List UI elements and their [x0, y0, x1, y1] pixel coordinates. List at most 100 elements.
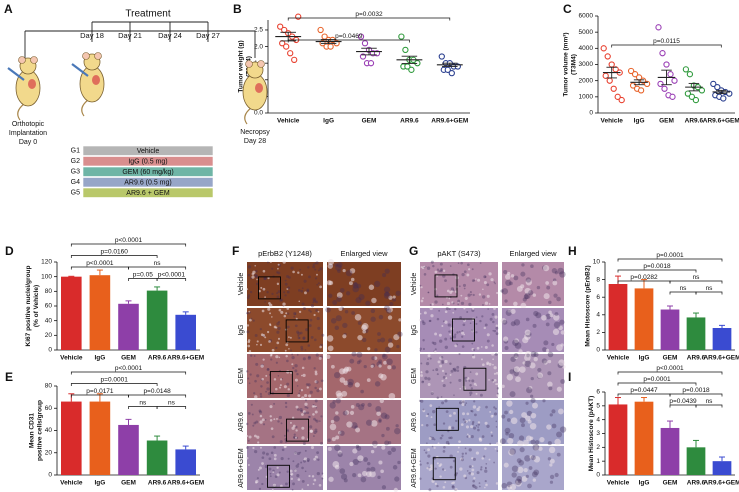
- cell: [276, 330, 280, 334]
- cell: [299, 268, 302, 271]
- cell: [514, 355, 518, 360]
- x-tick-label: AR9.6+GEM: [703, 355, 739, 362]
- cell: [458, 352, 461, 356]
- image-title: Enlarged view: [340, 249, 388, 258]
- cell: [483, 326, 486, 330]
- cell: [319, 267, 323, 271]
- cell: [461, 402, 465, 407]
- cell: [291, 426, 295, 430]
- cell: [248, 350, 252, 353]
- cell: [479, 262, 482, 264]
- cell: [456, 331, 459, 334]
- cell: [332, 299, 338, 305]
- cell: [252, 424, 255, 427]
- y-tick-label: 4: [596, 312, 600, 319]
- cell: [271, 267, 274, 270]
- cell: [382, 353, 386, 358]
- cell: [530, 376, 534, 381]
- data-point: [637, 87, 645, 94]
- cell: [312, 413, 315, 416]
- mouse-ear: [94, 52, 102, 60]
- cell: [266, 387, 270, 391]
- cell: [530, 412, 537, 419]
- cell: [465, 419, 468, 423]
- cell: [549, 413, 553, 417]
- cell: [264, 336, 267, 339]
- cell: [295, 425, 298, 429]
- cell: [271, 348, 275, 352]
- cell: [516, 475, 523, 482]
- cell: [304, 291, 307, 295]
- cell: [256, 340, 259, 343]
- cell: [357, 473, 362, 478]
- cell: [313, 430, 317, 435]
- cell: [363, 457, 368, 462]
- cell: [319, 345, 322, 349]
- cell: [315, 406, 318, 409]
- bracket: [669, 280, 723, 284]
- cell: [531, 471, 538, 478]
- micrograph: [420, 262, 498, 306]
- cell: [301, 426, 305, 430]
- cell: [392, 465, 398, 470]
- cell: [370, 364, 374, 368]
- cell: [321, 475, 324, 478]
- cell: [316, 451, 320, 455]
- cell: [449, 333, 452, 336]
- zoom-box: [432, 457, 456, 481]
- cell: [381, 485, 387, 490]
- x-tick-label: Vehicle: [60, 480, 83, 487]
- cell: [253, 434, 257, 438]
- cell: [495, 383, 498, 386]
- cell: [384, 414, 390, 420]
- cell: [294, 369, 298, 373]
- cell: [421, 380, 424, 384]
- cell: [433, 423, 437, 427]
- cell: [340, 473, 348, 480]
- cell: [294, 313, 297, 315]
- y-tick-label: 120: [41, 259, 52, 266]
- cell: [538, 446, 543, 451]
- cell: [521, 475, 528, 482]
- cell: [532, 323, 537, 328]
- cell: [425, 361, 430, 366]
- cell: [300, 347, 304, 351]
- cell: [451, 426, 455, 430]
- cell: [391, 365, 396, 370]
- cell: [464, 447, 467, 450]
- cell: [249, 318, 252, 322]
- cell: [278, 356, 281, 359]
- cell: [442, 422, 446, 425]
- p-value: ns: [693, 274, 701, 281]
- cell: [349, 268, 356, 274]
- cell: [345, 291, 351, 296]
- y-tick-label: 3: [596, 430, 600, 437]
- cell: [271, 435, 275, 439]
- cell: [286, 382, 290, 386]
- cell: [461, 273, 465, 277]
- cell: [309, 425, 313, 429]
- cell: [549, 480, 554, 484]
- cell: [491, 379, 494, 382]
- cell: [466, 412, 470, 416]
- cell: [332, 400, 336, 404]
- x-tick-label: AR9.6: [148, 355, 167, 362]
- cell: [298, 392, 301, 395]
- day-label: Day 24: [158, 31, 182, 40]
- cell: [325, 354, 331, 360]
- cell: [453, 394, 455, 396]
- bracket: [70, 383, 158, 386]
- cell: [454, 344, 458, 348]
- cell: [437, 360, 441, 364]
- cell: [518, 460, 525, 466]
- mouse-icon: [242, 60, 268, 125]
- cell: [284, 349, 287, 352]
- cell: [294, 451, 297, 455]
- cell: [256, 282, 259, 286]
- cell: [529, 455, 534, 459]
- cell: [513, 319, 521, 326]
- x-tick-label: GEM: [121, 480, 136, 487]
- cell: [302, 441, 306, 446]
- cell: [476, 471, 480, 475]
- cell: [449, 465, 453, 469]
